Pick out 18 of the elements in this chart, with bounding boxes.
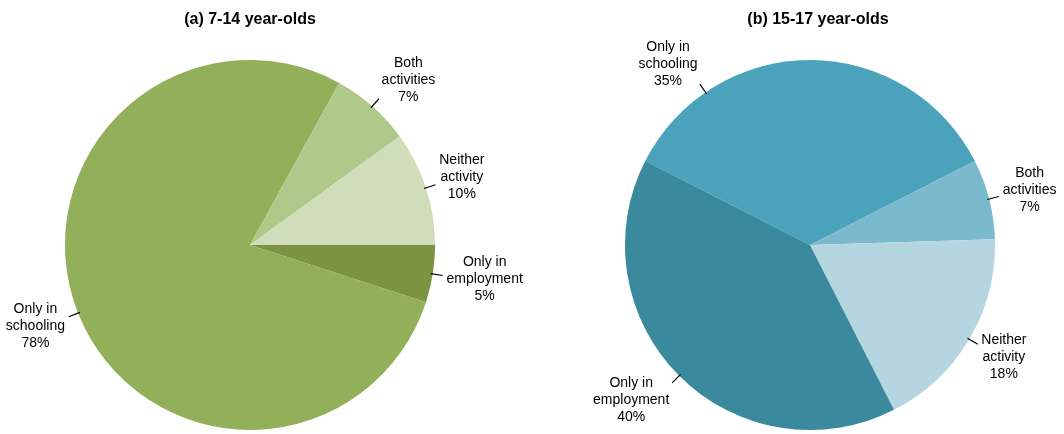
data-label: 5% xyxy=(474,287,495,304)
slice-label: Only in employment xyxy=(446,253,523,287)
slice-label: Only in schooling xyxy=(5,299,65,333)
data-label: 18% xyxy=(989,364,1018,381)
slice-label: Only in employment xyxy=(593,374,670,407)
slice-label: Neither activity xyxy=(439,151,485,185)
slice-label: Neither activity xyxy=(981,330,1027,364)
chart-title: (b) 15-17 year-olds xyxy=(746,10,890,28)
slice-label: Both activities xyxy=(1002,164,1057,198)
data-label: 78% xyxy=(21,333,50,350)
data-label: 7% xyxy=(1019,198,1040,215)
chart-title: (a) 7-14 year-olds xyxy=(183,10,317,28)
data-label: 35% xyxy=(654,71,683,88)
slice-label: Both activities xyxy=(381,54,436,88)
data-label: 10% xyxy=(447,185,476,202)
slice-label: Only in schooling xyxy=(638,37,698,71)
data-label: 7% xyxy=(398,88,419,105)
data-label: 40% xyxy=(617,408,646,424)
